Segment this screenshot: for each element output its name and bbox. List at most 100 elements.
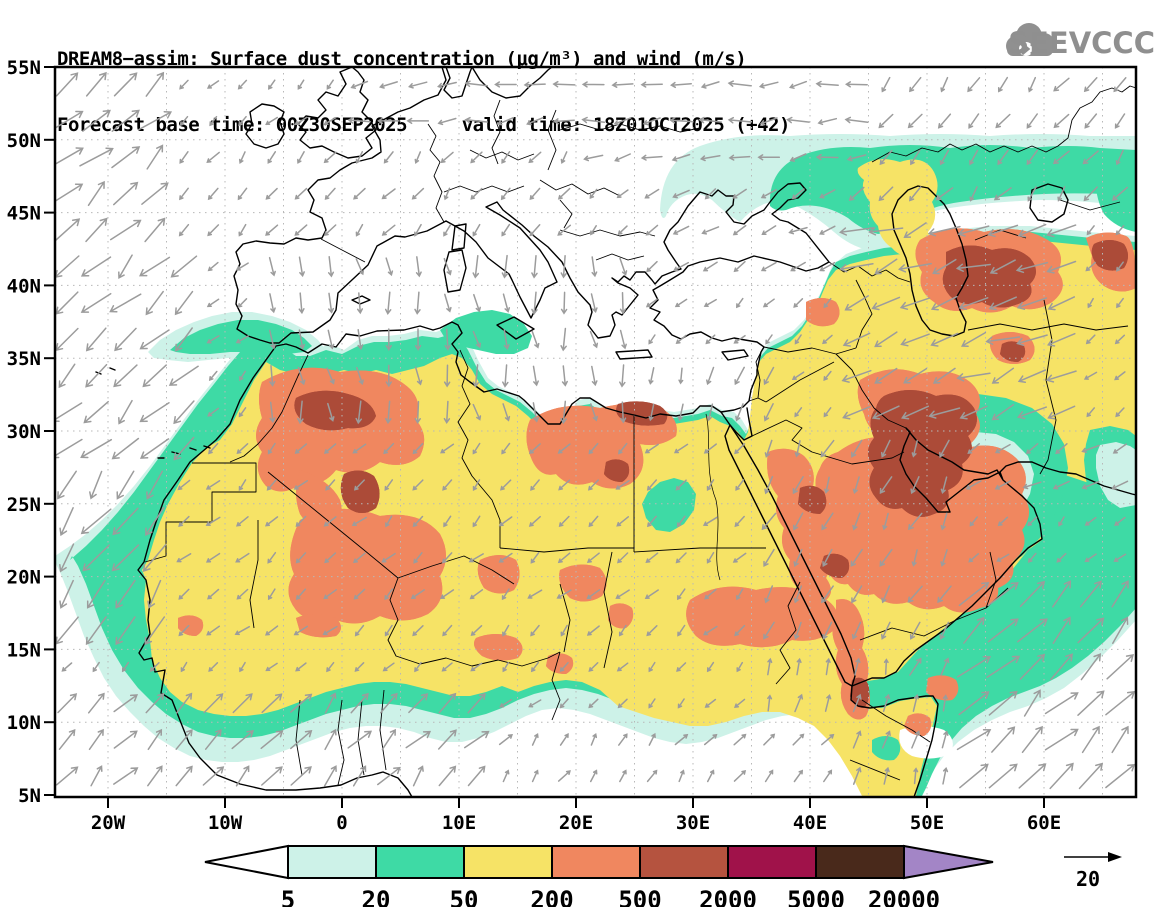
wind-arrow <box>352 443 367 454</box>
wind-arrow <box>957 225 990 237</box>
wind-arrow <box>994 443 1011 454</box>
wind-arrow <box>260 730 284 750</box>
wind-arrow <box>1026 149 1038 166</box>
wind-arrow <box>909 76 922 93</box>
wind-arrow <box>620 401 627 424</box>
wind-arrow <box>415 256 422 278</box>
wind-arrow <box>205 516 221 527</box>
wind-arrow <box>208 662 219 672</box>
wind-arrow <box>385 328 392 352</box>
wind-arrow <box>385 364 392 388</box>
wind-arrow <box>764 769 774 783</box>
wind-arrow <box>326 367 335 385</box>
wind-arrow <box>823 297 832 309</box>
wind-arrow <box>761 512 777 531</box>
wind-arrow <box>238 223 247 237</box>
wind-arrow <box>617 698 628 709</box>
wind-arrow <box>553 118 575 125</box>
wind-arrow <box>204 728 222 750</box>
wind-arrow <box>295 588 307 600</box>
wind-arrow <box>55 255 80 278</box>
wind-arrow <box>911 549 918 567</box>
wind-arrow <box>619 364 626 388</box>
wind-arrow <box>786 116 810 124</box>
wind-arrow <box>617 225 628 236</box>
wind-arrow <box>1015 261 1049 274</box>
wind-arrow <box>940 657 950 676</box>
wind-arrow <box>852 766 862 785</box>
wind-arrow <box>552 80 576 88</box>
wind-arrow <box>384 588 394 601</box>
wind-arrow <box>414 328 422 351</box>
wind-arrow <box>385 257 394 277</box>
wind-arrow <box>437 117 457 126</box>
wind-arrow <box>939 149 950 166</box>
wind-arrow <box>702 261 718 272</box>
wind-arrow <box>734 698 746 708</box>
wind-arrow <box>323 151 337 164</box>
wind-arrow <box>997 516 1009 527</box>
wind-arrow <box>762 298 775 308</box>
wind-arrow <box>235 765 250 787</box>
wind-arrow <box>145 290 164 316</box>
wind-arrow <box>1019 580 1046 608</box>
wind-arrow <box>557 224 572 236</box>
wind-arrow <box>839 263 874 273</box>
wind-arrow <box>208 442 219 455</box>
wind-arrow <box>901 405 930 420</box>
wind-arrow <box>823 769 833 783</box>
reference-arrow-label: 20 <box>1076 867 1100 891</box>
wind-arrow <box>179 187 189 201</box>
wind-arrow <box>763 366 775 386</box>
wind-arrow <box>794 440 801 458</box>
wind-arrow <box>674 298 688 308</box>
wind-arrow <box>645 552 659 563</box>
wind-arrow <box>910 476 920 495</box>
wind-arrow <box>412 442 424 455</box>
wind-arrow <box>1114 516 1126 526</box>
wind-arrow <box>58 728 76 750</box>
wind-arrow <box>1023 689 1041 717</box>
wind-arrow <box>557 187 571 200</box>
wind-arrow <box>326 661 335 673</box>
wind-arrow <box>1113 553 1127 562</box>
wind-arrow <box>528 699 542 708</box>
wind-arrow <box>55 327 79 352</box>
wind-arrow <box>176 553 192 563</box>
wind-arrow <box>209 115 218 127</box>
wind-arrow <box>591 256 598 278</box>
wind-arrow <box>472 254 480 279</box>
wind-arrow <box>440 589 455 599</box>
wind-arrow <box>443 364 451 388</box>
wind-arrow <box>85 71 107 97</box>
wind-arrow <box>965 480 982 490</box>
wind-arrow <box>871 405 900 420</box>
wind-arrow <box>646 515 657 528</box>
wind-arrow <box>379 81 398 89</box>
wind-arrow <box>294 224 308 236</box>
wind-arrow <box>1047 332 1076 347</box>
wind-arrow <box>327 329 335 350</box>
wind-arrow <box>463 730 490 749</box>
wind-arrow <box>675 552 687 564</box>
colorbar-level-label: 50 <box>450 886 479 907</box>
wind-arrow <box>523 81 546 88</box>
wind-arrow <box>589 188 598 199</box>
wind-arrow <box>356 366 364 386</box>
wind-arrow <box>347 730 373 749</box>
wind-arrow <box>958 581 990 607</box>
wind-arrow <box>930 332 959 347</box>
wind-arrow <box>732 188 747 199</box>
wind-arrow <box>170 255 198 278</box>
wind-arrow <box>820 439 835 458</box>
wind-arrow <box>672 189 690 199</box>
wind-arrow <box>444 328 451 351</box>
wind-arrow <box>646 479 658 491</box>
coast-ireland <box>245 103 285 149</box>
wind-arrow <box>967 77 981 93</box>
wind-arrow <box>55 291 79 315</box>
wind-arrow <box>83 400 109 424</box>
wind-arrow <box>698 116 723 124</box>
wind-arrow <box>644 443 659 454</box>
wind-arrow <box>969 149 979 166</box>
